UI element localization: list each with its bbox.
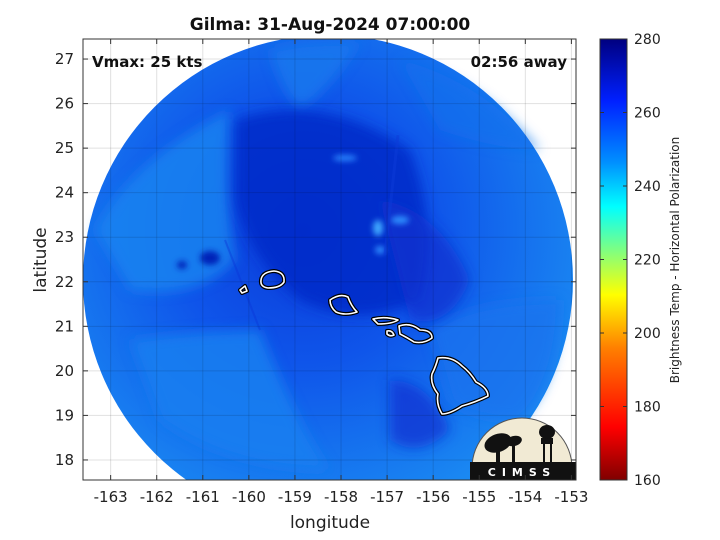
brightness-temperature-field [83, 39, 573, 480]
logo-text: CIMSS [488, 466, 556, 479]
y-tick-label: 22 [55, 273, 74, 291]
y-axis-label: latitude [31, 227, 51, 292]
x-tick-label: -157 [370, 488, 404, 506]
oahu-outline [329, 294, 358, 315]
y-tick-label: 19 [55, 406, 74, 424]
colorbar-label: Brightness Temp - Horizontal Polarizatio… [668, 137, 682, 384]
x-axis: -163 -162 -161 -160 -159 -158 -157 -156 -155 -154… [94, 39, 588, 506]
x-tick-label: -160 [232, 488, 266, 506]
x-tick-label: -155 [462, 488, 496, 506]
x-tick-label: -154 [508, 488, 542, 506]
y-tick-label: 20 [55, 362, 74, 380]
colorbar-tick-label: 280 [634, 32, 661, 48]
y-tick-label: 24 [55, 184, 74, 202]
x-axis-label: longitude [290, 513, 370, 533]
kauai-outline [260, 270, 285, 289]
y-tick-label: 27 [55, 50, 74, 68]
colorbar-tick-label: 220 [634, 253, 661, 269]
x-tick-label: -163 [94, 488, 128, 506]
y-tick-label: 18 [55, 451, 74, 469]
colorbar-tick-label: 260 [634, 106, 661, 122]
y-tick-label: 26 [55, 95, 74, 113]
y-tick-label: 21 [55, 317, 74, 335]
colorbar-tick-label: 160 [634, 473, 661, 489]
colorbar-ticks: 280 260 240 220 200 180 160 [600, 32, 661, 489]
y-tick-label: 25 [55, 139, 74, 157]
molokai-outline [372, 316, 399, 325]
vmax-annotation: Vmax: 25 kts [92, 53, 202, 71]
time-offset-annotation: 02:56 away [471, 53, 568, 71]
colorbar-tick-label: 180 [634, 400, 661, 416]
y-tick-label: 23 [55, 228, 74, 246]
x-tick-label: -161 [186, 488, 220, 506]
x-tick-label: -158 [324, 488, 358, 506]
maui-outline [398, 323, 433, 344]
colorbar-tick-label: 200 [634, 326, 661, 342]
x-tick-label: -162 [140, 488, 174, 506]
chart-title: Gilma: 31-Aug-2024 07:00:00 [190, 15, 471, 35]
lanai-outline [386, 330, 395, 337]
big-island-outline [430, 356, 489, 415]
colorbar [600, 39, 627, 480]
x-tick-label: -153 [554, 488, 588, 506]
x-tick-label: -159 [278, 488, 312, 506]
niihau-outline [239, 285, 248, 294]
coastlines [238, 269, 490, 416]
colorbar-tick-label: 240 [634, 179, 661, 195]
y-axis: 18 19 20 21 22 23 24 25 26 27 [55, 50, 576, 469]
cimss-logo: CIMSS [470, 417, 576, 480]
plot-border [82, 38, 577, 481]
x-tick-label: -156 [416, 488, 450, 506]
